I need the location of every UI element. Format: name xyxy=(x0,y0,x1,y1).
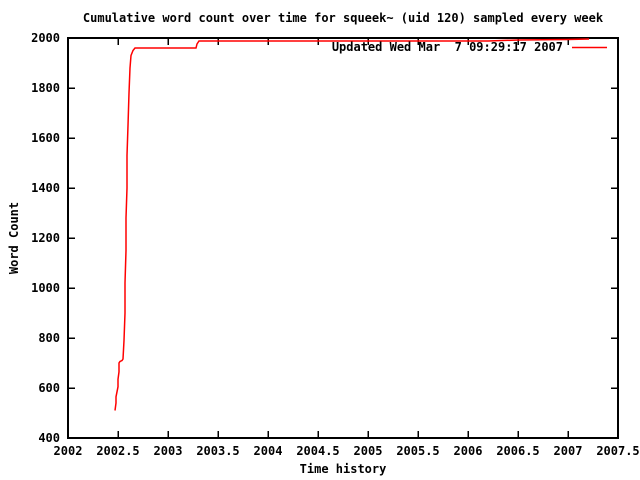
x-tick-label-2007: 2007 xyxy=(553,444,583,458)
y-tick-label-400: 400 xyxy=(38,431,60,445)
y-tick-label-2000: 2000 xyxy=(31,31,60,45)
x-tick-label-2006.5: 2006.5 xyxy=(496,444,540,458)
y-tick-label-1000: 1000 xyxy=(31,281,60,295)
data-line xyxy=(114,38,590,411)
x-tick-label-2003.5: 2003.5 xyxy=(196,444,240,458)
x-tick-label-2002: 2002 xyxy=(53,444,83,458)
x-tick-label-2004.5: 2004.5 xyxy=(296,444,340,458)
x-tick-label-2003: 2003 xyxy=(153,444,183,458)
y-tick-label-600: 600 xyxy=(38,381,60,395)
x-tick-label-2002.5: 2002.5 xyxy=(96,444,140,458)
x-tick-label-2004: 2004 xyxy=(253,444,283,458)
chart-title: Cumulative word count over time for sque… xyxy=(82,11,604,25)
y-tick-label-800: 800 xyxy=(38,331,60,345)
x-tick-label-2006: 2006 xyxy=(453,444,483,458)
x-tick-label-2007.5: 2007.5 xyxy=(596,444,640,458)
plot-border xyxy=(67,37,619,439)
x-tick-label-2005: 2005 xyxy=(353,444,383,458)
x-tick-label-2005.5: 2005.5 xyxy=(396,444,440,458)
y-tick-label-1600: 1600 xyxy=(31,131,60,145)
legend-label: Updated Wed Mar 7 09:29:17 2007 xyxy=(331,40,563,54)
y-tick-label-1200: 1200 xyxy=(31,231,60,245)
x-axis-title: Time history xyxy=(299,462,387,476)
y-tick-label-1400: 1400 xyxy=(31,181,60,195)
y-tick-label-1800: 1800 xyxy=(31,81,60,95)
